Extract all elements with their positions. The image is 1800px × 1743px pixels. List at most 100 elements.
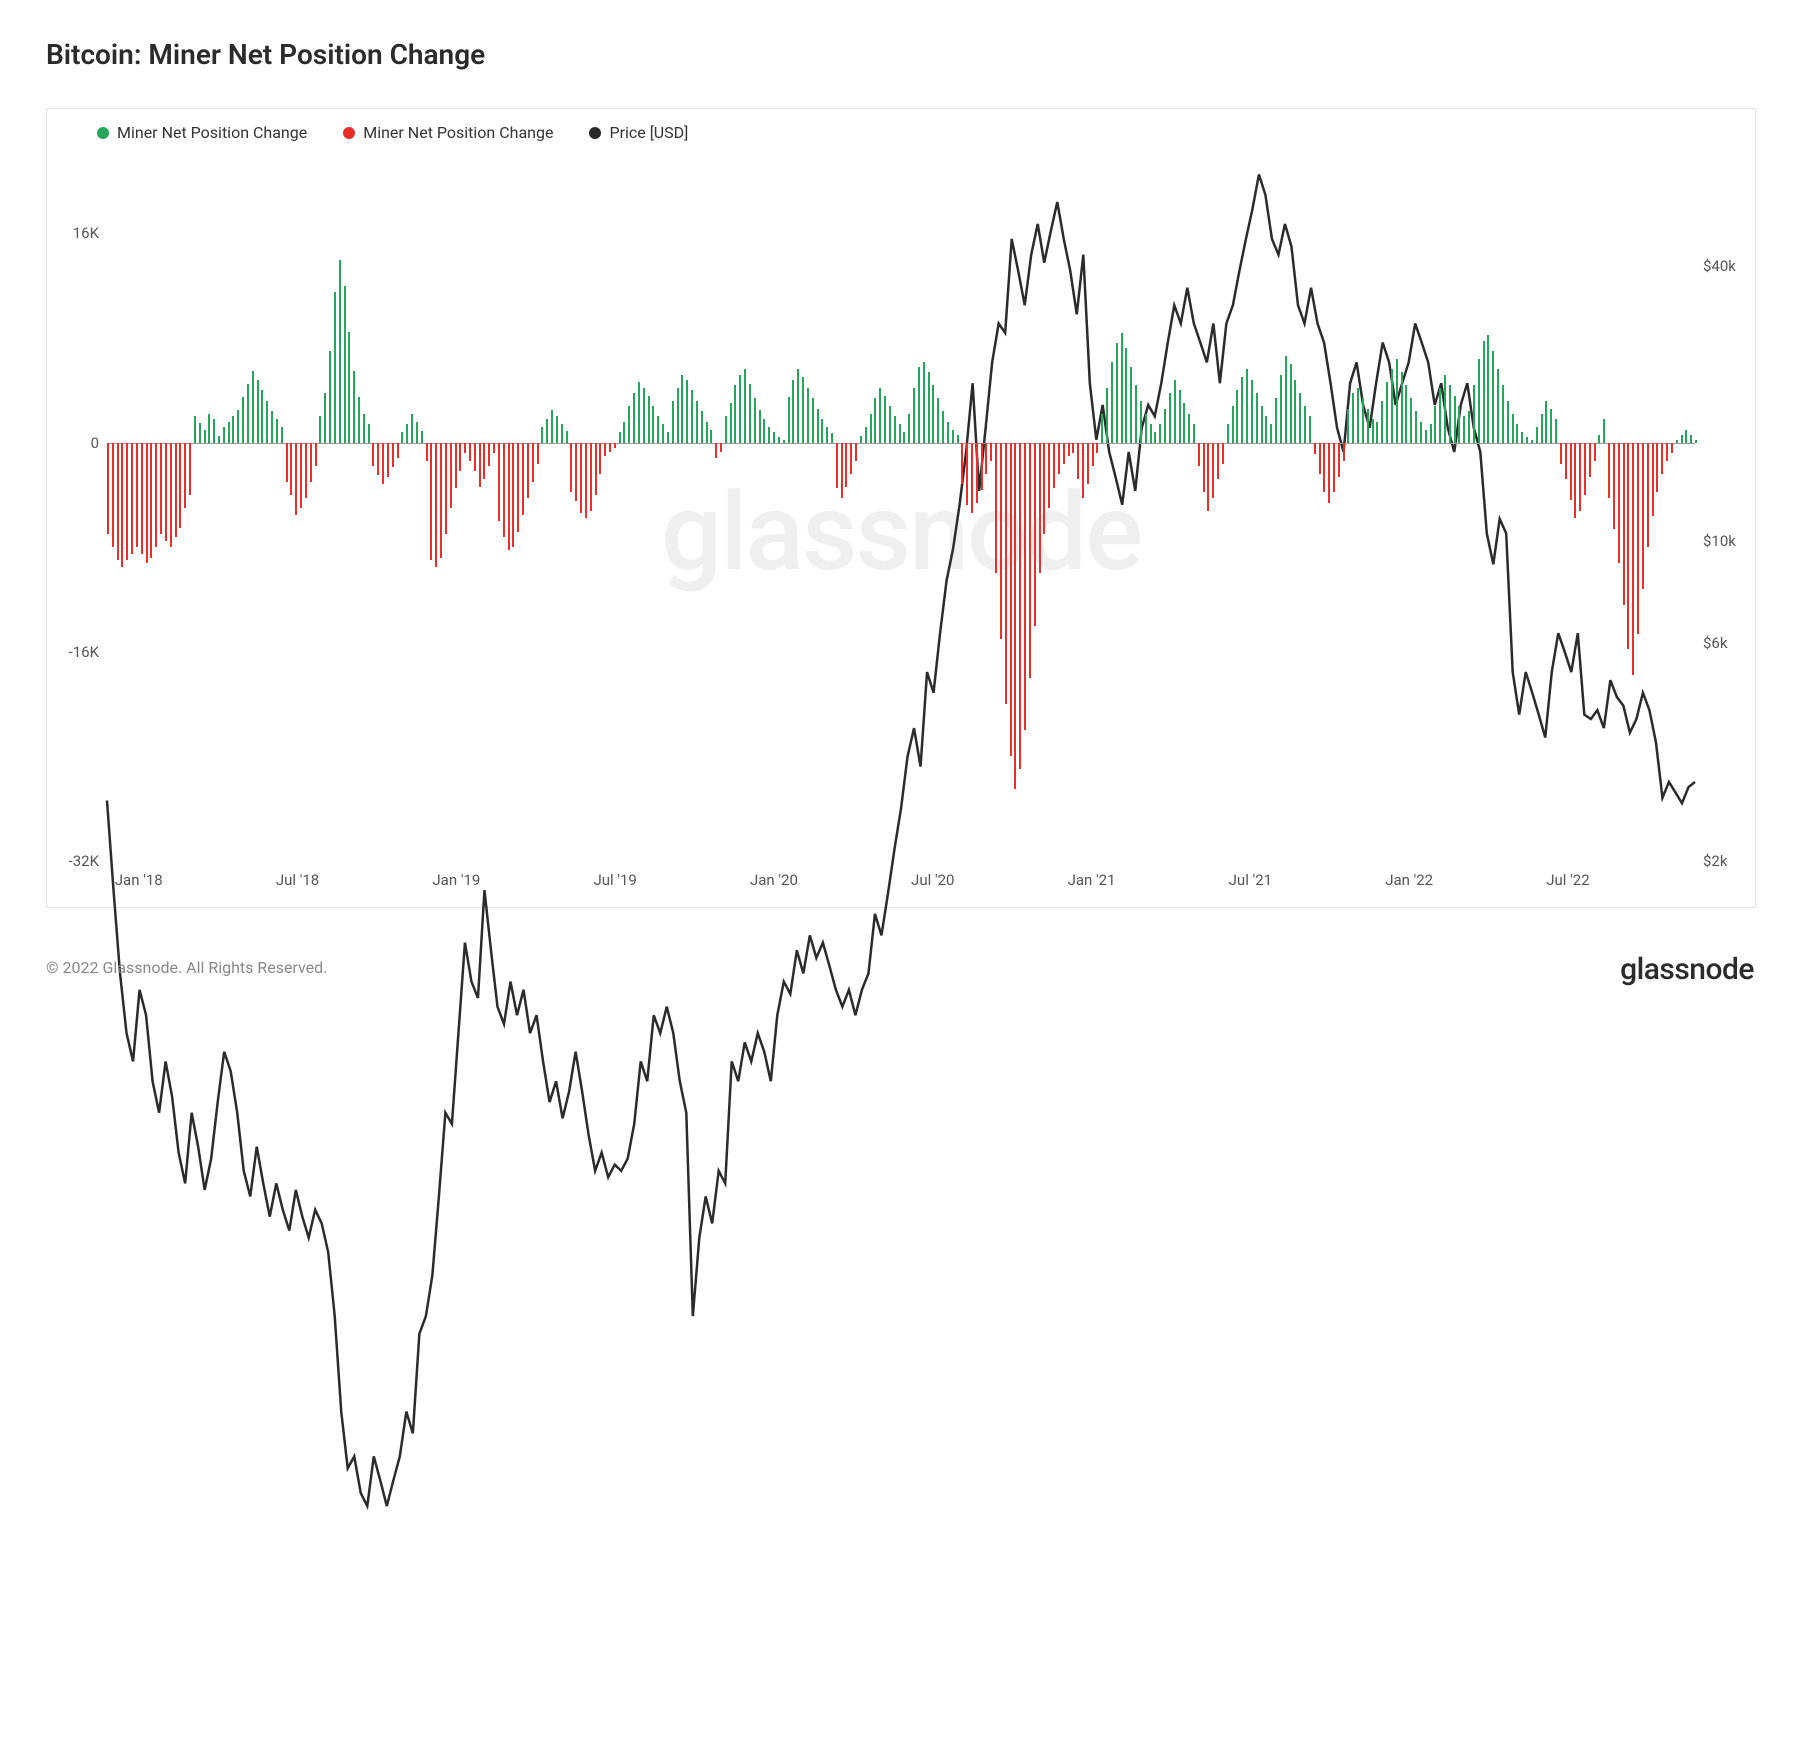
bar [870,414,872,443]
y-right-tick: $2k [1703,852,1727,870]
chart-container: Miner Net Position ChangeMiner Net Posit… [46,108,1756,908]
y-left-tick: 16K [73,224,99,242]
bar [271,411,273,442]
bar [1304,406,1306,443]
bar [1159,424,1161,442]
bar [831,433,833,442]
bar [517,443,519,532]
bar [918,367,920,443]
bar [706,422,708,443]
bar [546,419,548,443]
bar [1154,432,1156,442]
bar [1029,443,1031,678]
bar [1116,343,1118,442]
legend-item: Miner Net Position Change [97,123,307,142]
bar [1193,424,1195,442]
bar [387,443,389,477]
bar [1251,380,1253,443]
bar [570,443,572,493]
bar [633,393,635,443]
bar [348,332,350,443]
bar [855,443,857,461]
bar [1652,443,1654,516]
bar [1454,396,1456,443]
bar [937,398,939,442]
bar [1487,335,1489,442]
bar [609,443,611,452]
bar [1623,443,1625,605]
bar [537,443,539,464]
bar [136,443,138,548]
bar [1661,443,1663,474]
bar [604,443,606,456]
bar [512,443,514,548]
bar [1439,388,1441,443]
bar [599,443,601,474]
bar [749,384,751,443]
bar [952,430,954,443]
bar [416,422,418,443]
bar [474,443,476,472]
bar [165,443,167,541]
bar [1314,443,1316,455]
bar [242,397,244,443]
bar [1290,364,1292,442]
bar [532,443,534,482]
bar [170,443,172,548]
bar [778,437,780,442]
bar [841,443,843,498]
bar [1227,424,1229,442]
bar [1319,443,1321,474]
bar [1362,398,1364,442]
bar [566,431,568,443]
bar [1410,398,1412,442]
bar [957,435,959,443]
x-tick: Jan '19 [432,871,480,889]
x-tick: Jan '21 [1068,871,1116,889]
bar [1579,443,1581,511]
chart-title: Bitcoin: Miner Net Position Change [46,38,485,71]
bar [1174,380,1176,443]
bar [121,443,123,567]
bar [802,377,804,442]
bar [1135,385,1137,443]
bar [1241,377,1243,442]
bar [913,388,915,443]
bar [1695,440,1697,443]
bar [923,362,925,443]
bar [773,432,775,442]
bar [252,371,254,443]
bar [286,443,288,482]
bar [1145,414,1147,443]
bar [281,427,283,443]
bar [508,443,510,550]
bar [1637,443,1639,634]
bar [1425,430,1427,443]
x-tick: Jan '20 [750,871,798,889]
bar [1434,406,1436,443]
bar [1039,443,1041,574]
bar [1357,388,1359,443]
bar [464,443,466,453]
bar [1681,435,1683,443]
bar [899,424,901,442]
bar [232,416,234,442]
bar [971,443,973,514]
bar [662,424,664,442]
bar [1043,443,1045,535]
bar [1536,427,1538,443]
bar [266,401,268,443]
bar [1502,385,1504,443]
bar [372,443,374,467]
bar [339,260,341,443]
bar [768,427,770,443]
bar [1256,393,1258,443]
bar [126,443,128,561]
bar [426,443,428,461]
y-left-tick: -16K [69,643,99,661]
bar [821,419,823,443]
bar [175,443,177,537]
bar [228,422,230,443]
bar [1048,443,1050,508]
bar [1574,443,1576,519]
